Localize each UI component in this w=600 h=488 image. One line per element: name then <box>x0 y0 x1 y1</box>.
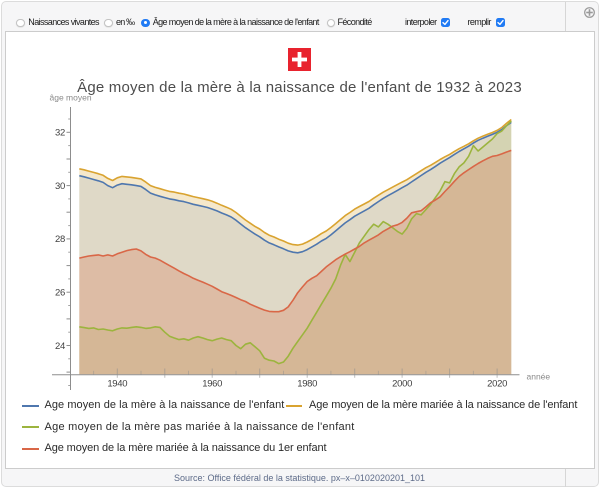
svg-text:1960: 1960 <box>202 378 222 389</box>
svg-text:28: 28 <box>55 234 65 245</box>
svg-text:2000: 2000 <box>392 378 412 389</box>
svg-text:26: 26 <box>55 288 65 299</box>
svg-text:32: 32 <box>55 128 65 139</box>
svg-text:1980: 1980 <box>297 378 317 389</box>
svg-text:2020: 2020 <box>487 378 507 389</box>
svg-text:année: année <box>527 371 551 381</box>
svg-text:1940: 1940 <box>107 378 127 389</box>
svg-text:30: 30 <box>55 181 65 192</box>
svg-text:âge moyen: âge moyen <box>50 93 92 103</box>
svg-text:24: 24 <box>55 341 65 352</box>
